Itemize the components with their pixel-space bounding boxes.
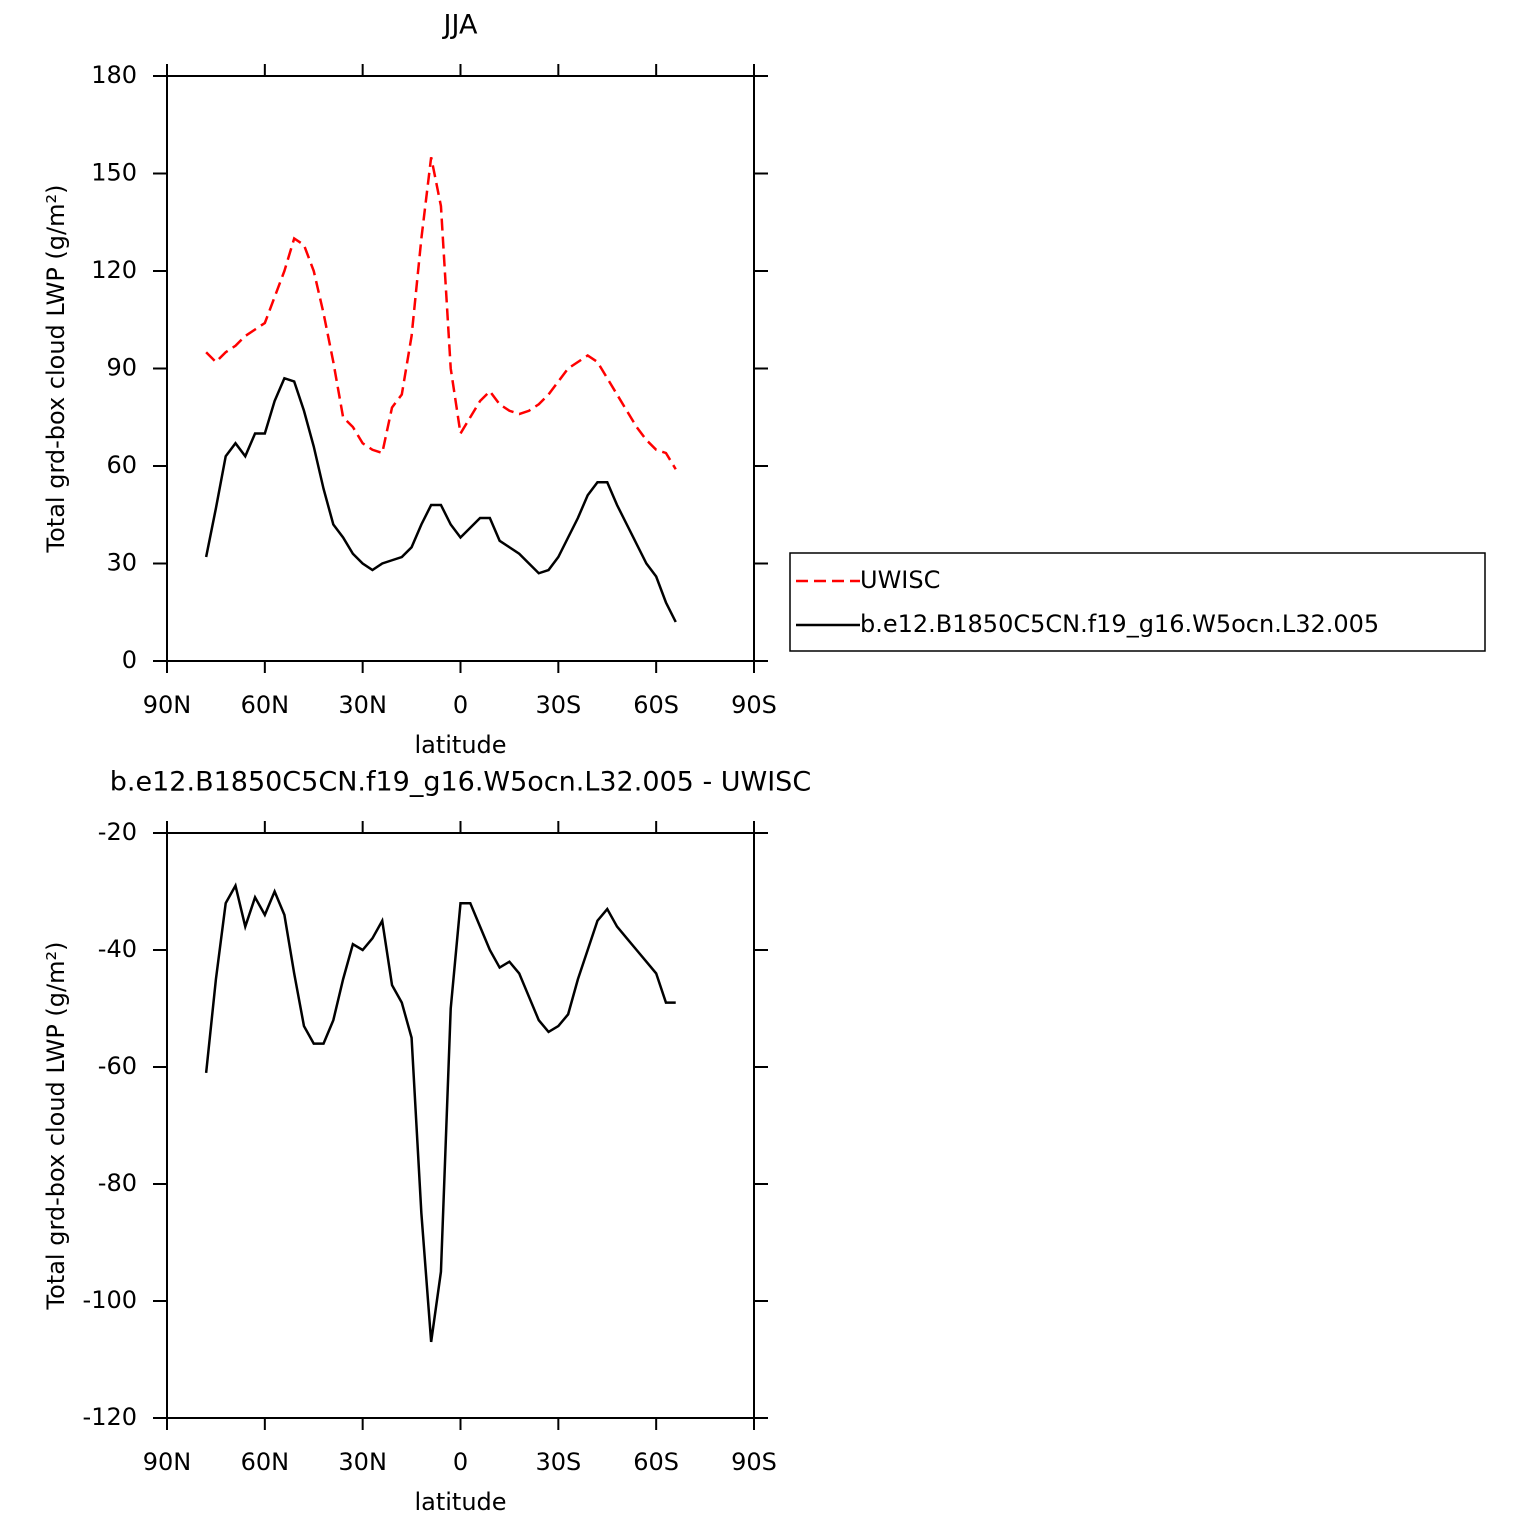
data-line xyxy=(205,157,677,470)
y-tick-label: -60 xyxy=(98,1052,137,1080)
x-tick-label: 0 xyxy=(453,691,468,719)
legend-label: b.e12.B1850C5CN.f19_g16.W5ocn.L32.005 xyxy=(860,610,1379,638)
chart-title: JJA xyxy=(442,10,478,41)
y-axis-label: Total grd-box cloud LWP (g/m²) xyxy=(42,942,70,1311)
x-tick-label: 0 xyxy=(453,1448,468,1476)
y-tick-label: 150 xyxy=(91,159,137,187)
y-tick-label: -100 xyxy=(83,1286,137,1314)
x-tick-label: 90N xyxy=(143,691,192,719)
y-tick-label: 120 xyxy=(91,256,137,284)
data-line xyxy=(204,882,676,1343)
chart-title: b.e12.B1850C5CN.f19_g16.W5ocn.L32.005 - … xyxy=(110,767,811,798)
x-tick-label: 60S xyxy=(633,691,679,719)
x-tick-label: 30S xyxy=(535,1448,581,1476)
x-tick-label: 30S xyxy=(535,691,581,719)
legend-box xyxy=(789,552,1486,652)
y-axis-label: Total grd-box cloud LWP (g/m²) xyxy=(42,185,70,554)
x-axis-label: latitude xyxy=(414,731,506,759)
y-tick-label: -40 xyxy=(98,935,137,963)
x-tick-label: 60N xyxy=(241,691,290,719)
x-tick-label: 90S xyxy=(731,691,777,719)
x-tick-label: 60S xyxy=(633,1448,679,1476)
x-tick-label: 60N xyxy=(241,1448,290,1476)
legend-label: UWISC xyxy=(860,566,940,594)
y-tick-label: -120 xyxy=(83,1403,137,1431)
y-tick-label: 180 xyxy=(91,61,137,89)
plot-frame xyxy=(166,832,755,1419)
x-tick-label: 30N xyxy=(338,691,387,719)
y-tick-label: 90 xyxy=(106,354,137,382)
x-axis-label: latitude xyxy=(414,1488,506,1516)
y-tick-label: 30 xyxy=(106,549,137,577)
x-tick-label: 90S xyxy=(731,1448,777,1476)
plot-frame xyxy=(166,75,755,662)
y-tick-label: -20 xyxy=(98,818,137,846)
x-tick-label: 90N xyxy=(143,1448,192,1476)
y-tick-label: 60 xyxy=(106,451,137,479)
y-tick-label: 0 xyxy=(122,646,137,674)
y-tick-label: -80 xyxy=(98,1169,137,1197)
x-tick-label: 30N xyxy=(338,1448,387,1476)
data-line xyxy=(204,376,677,623)
